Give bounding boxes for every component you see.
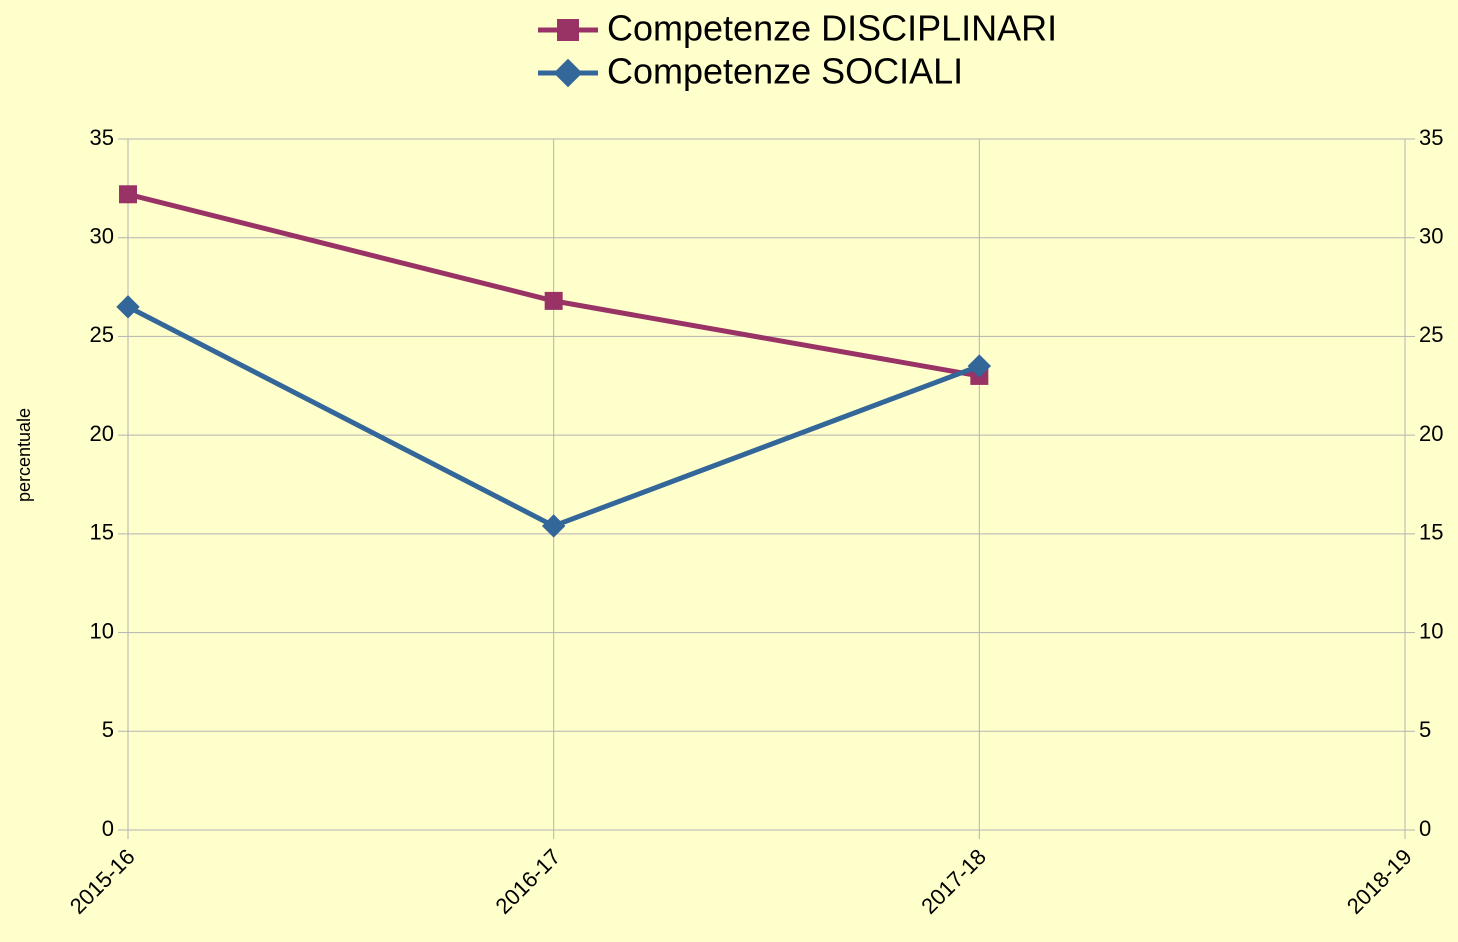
marker bbox=[119, 185, 137, 204]
y-tick-label: 10 bbox=[90, 618, 114, 643]
y2-tick-label: 10 bbox=[1419, 618, 1443, 643]
legend-text: Competenze SOCIALI bbox=[607, 51, 963, 92]
marker bbox=[544, 291, 563, 310]
y2-tick-label: 30 bbox=[1419, 224, 1443, 249]
y2-tick-label: 0 bbox=[1419, 816, 1431, 841]
y2-tick-label: 5 bbox=[1419, 717, 1431, 742]
marker bbox=[116, 295, 140, 319]
legend-marker bbox=[557, 19, 579, 41]
y-tick-label: 25 bbox=[90, 322, 114, 347]
y-tick-label: 30 bbox=[90, 224, 114, 249]
y-tick-label: 0 bbox=[102, 816, 114, 841]
marker bbox=[541, 514, 566, 538]
y-tick-label: 15 bbox=[90, 520, 114, 545]
y-axis-label: percentuale bbox=[14, 408, 34, 502]
marker bbox=[967, 354, 992, 378]
y2-tick-label: 25 bbox=[1419, 322, 1443, 347]
y-tick-label: 5 bbox=[102, 717, 114, 742]
y-tick-label: 35 bbox=[90, 125, 114, 150]
y2-tick-label: 35 bbox=[1419, 125, 1443, 150]
legend-text: Competenze DISCIPLINARI bbox=[607, 8, 1057, 49]
legend-marker bbox=[553, 58, 583, 88]
y2-tick-label: 15 bbox=[1419, 520, 1443, 545]
y2-tick-label: 20 bbox=[1419, 421, 1443, 446]
y-tick-label: 20 bbox=[90, 421, 114, 446]
